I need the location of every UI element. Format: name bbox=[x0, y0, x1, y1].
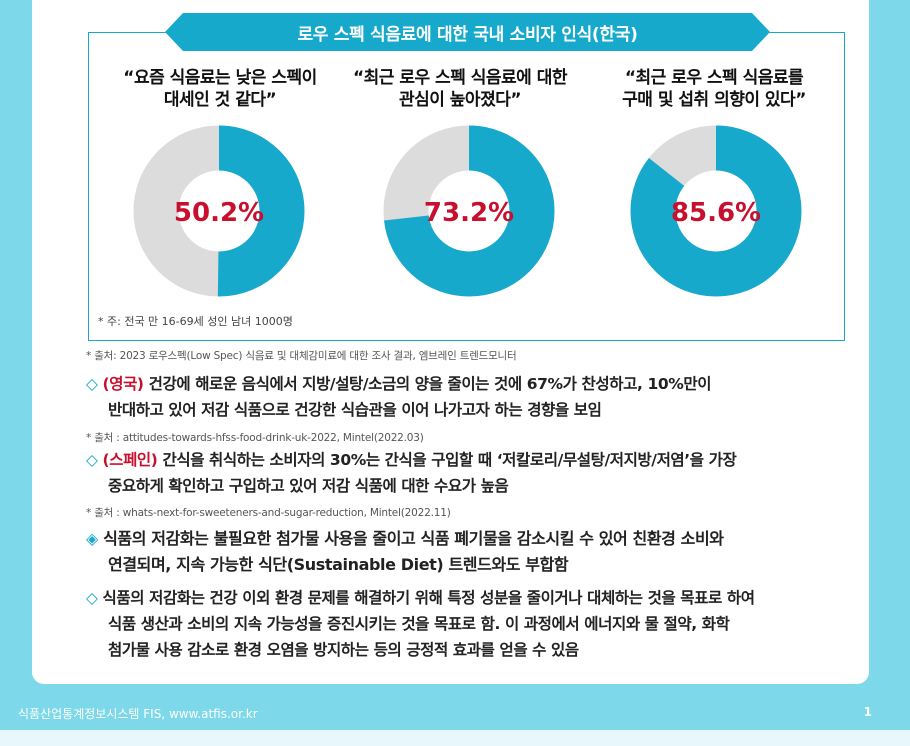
survey-footnote: * 주: 전국 만 16-69세 성인 남녀 1000명 bbox=[98, 315, 293, 328]
paragraph-spain: ◇ (스페인) 간식을 취식하는 소비자의 30%는 간식을 구입할 때 ‘저칼… bbox=[86, 447, 846, 499]
paragraph-line: 반대하고 있어 저감 식품으로 건강한 식습관을 이어 나가고자 하는 경향을 … bbox=[108, 401, 602, 419]
donut-value-arc bbox=[383, 125, 555, 297]
paragraph-line: 첨가물 사용 감소로 환경 오염을 방지하는 등의 긍정적 효과를 얻을 수 있… bbox=[108, 641, 579, 659]
footer-source: 식품산업통계정보시스템 FIS, www.atfis.or.kr bbox=[18, 707, 258, 721]
country-label: (영국) bbox=[102, 375, 144, 393]
donut-percent-label: 73.2% bbox=[424, 198, 514, 228]
quote-line: 구매 및 섭취 의향이 있다” bbox=[622, 90, 806, 110]
donut-value-arc bbox=[630, 125, 802, 297]
donut-chart-1: 50.2% bbox=[131, 123, 307, 299]
paragraph-line: 식품 생산과 소비의 지속 가능성을 증진시키는 것을 목표로 함. 이 과정에… bbox=[108, 615, 730, 633]
quote-line: 관심이 높아졌다” bbox=[398, 90, 522, 110]
quote-line: “최근 로우 스펙 식음료를 bbox=[624, 68, 804, 88]
donut-chart-2: 73.2% bbox=[381, 123, 557, 299]
survey-quote-2: “최근 로우 스펙 식음료에 대한 관심이 높아졌다” bbox=[350, 67, 570, 111]
diamond-bullet-icon: ◇ bbox=[86, 589, 98, 607]
paragraph-line: 식품의 저감화는 건강 이외 환경 문제를 해결하기 위해 특정 성분을 줄이거… bbox=[102, 589, 755, 607]
survey-quote-1: “요즘 식음료는 낮은 스펙이 대세인 것 같다” bbox=[110, 67, 330, 111]
paragraph-line: 간식을 취식하는 소비자의 30%는 간식을 구입할 때 ‘저칼로리/무설탕/저… bbox=[157, 451, 737, 469]
survey-banner-title: 로우 스펙 식음료에 대한 국내 소비자 인식(한국) bbox=[165, 13, 770, 51]
donut-chart-3: 85.6% bbox=[628, 123, 804, 299]
survey-quote-3: “최근 로우 스펙 식음료를 구매 및 섭취 의향이 있다” bbox=[604, 67, 824, 111]
paragraph-environment: ◈ 식품의 저감화는 불필요한 첨가물 사용을 줄이고 식품 폐기물을 감소시킬… bbox=[86, 526, 846, 578]
paragraph-uk: ◇ (영국) 건강에 해로운 음식에서 지방/설탕/소금의 양을 줄이는 것에 … bbox=[86, 371, 846, 423]
source-note-spain: * 출처 : whats-next-for-sweeteners-and-sug… bbox=[86, 507, 451, 519]
paragraph-line: 식품의 저감화는 불필요한 첨가물 사용을 줄이고 식품 폐기물을 감소시킬 수… bbox=[103, 529, 724, 548]
donut-value-arc bbox=[133, 125, 305, 297]
paragraph-line: 중요하게 확인하고 구입하고 있어 저감 식품에 대한 수요가 높음 bbox=[108, 477, 509, 495]
filled-diamond-bullet-icon: ◈ bbox=[86, 529, 98, 548]
donut-percent-label: 50.2% bbox=[174, 198, 264, 228]
paragraph-line: 건강에 해로운 음식에서 지방/설탕/소금의 양을 줄이는 것에 67%가 찬성… bbox=[143, 375, 712, 393]
quote-line: “요즘 식음료는 낮은 스펙이 bbox=[123, 68, 317, 88]
donut-percent-label: 85.6% bbox=[671, 198, 761, 228]
source-note-uk: * 출처 : attitudes-towards-hfss-food-drink… bbox=[86, 432, 424, 444]
paragraph-sustainability: ◇ 식품의 저감화는 건강 이외 환경 문제를 해결하기 위해 특정 성분을 줄… bbox=[86, 585, 846, 663]
quote-line: “최근 로우 스펙 식음료에 대한 bbox=[352, 68, 568, 88]
page-number: 1 bbox=[863, 705, 872, 719]
quote-line: 대세인 것 같다” bbox=[163, 90, 277, 110]
bottom-strip bbox=[0, 730, 910, 746]
paragraph-line: 연결되며, 지속 가능한 식단(Sustainable Diet) 트렌드와도 … bbox=[108, 555, 569, 574]
diamond-bullet-icon: ◇ bbox=[86, 375, 98, 393]
diamond-bullet-icon: ◇ bbox=[86, 451, 98, 469]
source-note-survey: * 출처: 2023 로우스펙(Low Spec) 식음료 및 대체감미료에 대… bbox=[86, 350, 517, 362]
country-label: (스페인) bbox=[102, 451, 158, 469]
